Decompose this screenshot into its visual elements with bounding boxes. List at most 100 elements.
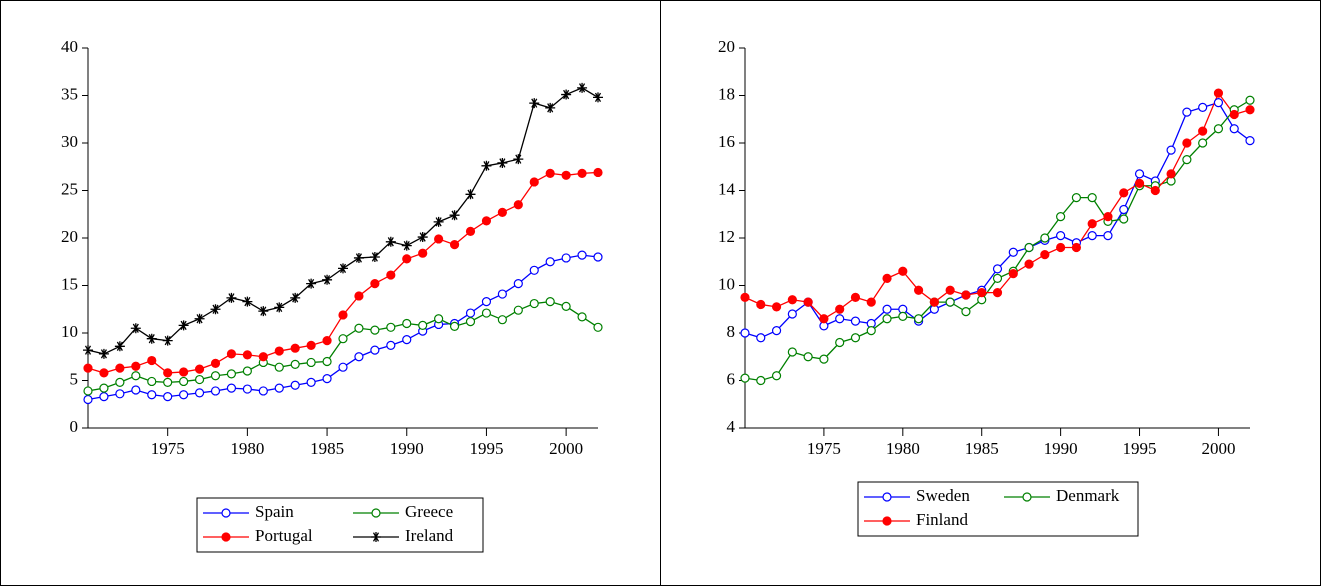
x-tick-label: 1980 bbox=[230, 439, 264, 458]
marker bbox=[1229, 124, 1239, 134]
marker bbox=[163, 377, 173, 387]
marker bbox=[513, 200, 523, 210]
marker bbox=[945, 297, 955, 307]
marker bbox=[449, 321, 460, 331]
y-tick-label: 12 bbox=[718, 227, 735, 246]
series-line bbox=[87, 254, 599, 401]
marker bbox=[593, 167, 603, 178]
marker bbox=[99, 368, 109, 378]
marker bbox=[740, 328, 750, 338]
legend-label: Spain bbox=[255, 502, 294, 521]
marker bbox=[465, 317, 476, 327]
marker bbox=[882, 304, 892, 314]
marker bbox=[882, 273, 892, 283]
legend-marker bbox=[882, 492, 892, 502]
marker bbox=[593, 252, 603, 262]
marker bbox=[290, 343, 300, 353]
x-tick-label: 1985 bbox=[310, 439, 344, 458]
marker bbox=[274, 346, 284, 356]
marker bbox=[226, 369, 237, 379]
marker bbox=[593, 92, 603, 103]
marker bbox=[322, 356, 332, 367]
marker bbox=[497, 157, 508, 168]
marker bbox=[306, 278, 317, 289]
marker bbox=[803, 352, 813, 362]
marker bbox=[529, 265, 539, 275]
y-tick-label: 20 bbox=[718, 37, 735, 56]
marker bbox=[115, 363, 125, 373]
marker bbox=[162, 335, 173, 346]
x-tick-label: 1990 bbox=[390, 439, 424, 458]
marker bbox=[1166, 145, 1176, 155]
y-tick-label: 6 bbox=[727, 369, 736, 388]
marker bbox=[913, 314, 924, 324]
x-tick-label: 1975 bbox=[807, 439, 841, 458]
marker bbox=[1182, 138, 1192, 148]
marker bbox=[370, 325, 380, 335]
marker bbox=[115, 377, 125, 387]
marker bbox=[1198, 138, 1208, 148]
marker bbox=[945, 285, 955, 295]
marker bbox=[147, 390, 157, 400]
x-tick-label: 2000 bbox=[549, 439, 583, 458]
marker bbox=[1213, 124, 1224, 134]
x-tick-label: 1975 bbox=[151, 439, 185, 458]
y-tick-label: 10 bbox=[61, 322, 78, 341]
marker bbox=[147, 376, 157, 387]
marker bbox=[866, 326, 876, 336]
x-tick-label: 2000 bbox=[1201, 439, 1235, 458]
marker bbox=[756, 333, 766, 343]
marker bbox=[338, 334, 348, 344]
marker bbox=[481, 308, 492, 318]
marker bbox=[1198, 102, 1208, 112]
marker bbox=[1245, 95, 1255, 105]
marker bbox=[163, 392, 173, 402]
marker bbox=[1103, 231, 1113, 241]
marker bbox=[545, 102, 556, 113]
y-tick-label: 0 bbox=[70, 417, 79, 436]
marker bbox=[290, 292, 301, 303]
marker bbox=[513, 279, 523, 289]
marker bbox=[593, 322, 603, 332]
marker bbox=[1056, 212, 1066, 222]
marker bbox=[771, 302, 782, 312]
marker bbox=[449, 240, 460, 250]
marker bbox=[385, 236, 396, 247]
marker bbox=[1103, 212, 1113, 222]
marker bbox=[242, 384, 252, 394]
y-tick-label: 35 bbox=[61, 84, 78, 103]
marker bbox=[131, 385, 141, 395]
legend-box bbox=[196, 497, 484, 553]
x-tick-label: 1995 bbox=[1123, 439, 1157, 458]
marker bbox=[449, 210, 460, 221]
marker bbox=[258, 352, 268, 362]
marker bbox=[1087, 193, 1097, 203]
marker bbox=[992, 273, 1003, 283]
marker bbox=[433, 216, 444, 227]
marker bbox=[130, 323, 141, 334]
y-tick-label: 8 bbox=[727, 322, 736, 341]
marker bbox=[481, 297, 492, 307]
marker bbox=[178, 320, 189, 331]
marker bbox=[210, 358, 221, 368]
marker bbox=[1245, 136, 1255, 146]
marker bbox=[850, 316, 861, 326]
marker bbox=[929, 297, 939, 307]
marker bbox=[194, 374, 205, 385]
marker bbox=[1229, 109, 1239, 120]
marker bbox=[306, 357, 316, 368]
legend-marker bbox=[371, 532, 381, 542]
legend-marker bbox=[882, 516, 892, 526]
marker bbox=[529, 98, 540, 109]
marker bbox=[354, 352, 364, 362]
x-tick-label: 1995 bbox=[469, 439, 503, 458]
marker bbox=[386, 340, 396, 350]
marker bbox=[274, 362, 284, 372]
marker bbox=[353, 252, 364, 263]
series-line bbox=[744, 101, 1251, 339]
marker bbox=[1056, 231, 1066, 241]
legend-label: Ireland bbox=[405, 526, 454, 545]
marker bbox=[434, 314, 444, 324]
legend-marker bbox=[221, 508, 231, 518]
